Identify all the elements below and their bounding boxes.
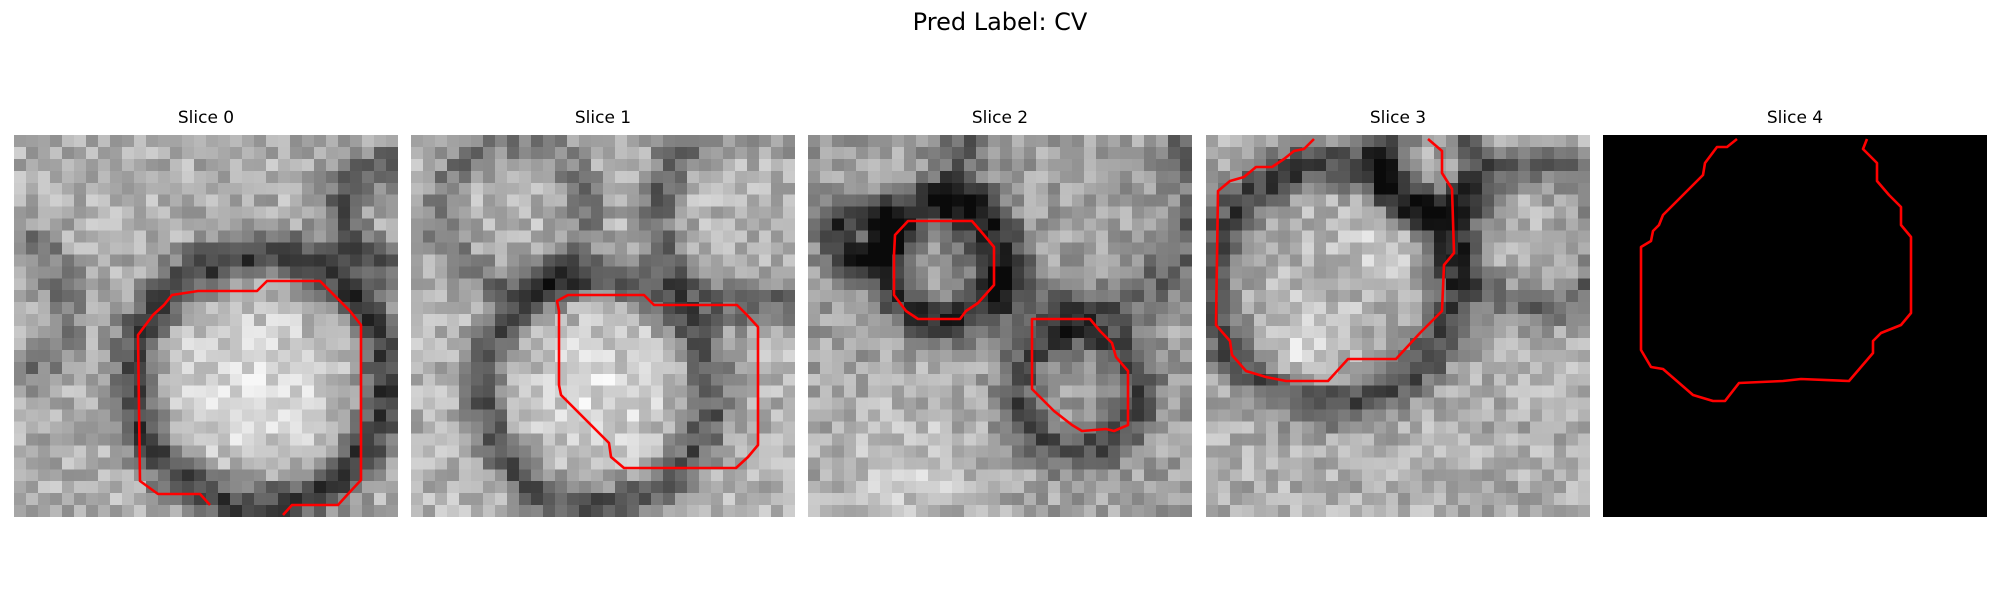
- slice-1-contour-overlay: [555, 293, 760, 470]
- slice-3-title: Slice 3: [1369, 108, 1427, 128]
- slice-4-title: Slice 4: [1766, 108, 1824, 128]
- slice-0-image: [14, 135, 398, 517]
- slice-4-contour-overlay: [1639, 137, 1913, 403]
- slice-3-image: [1206, 135, 1590, 517]
- slice-2-contour-a: [892, 219, 996, 321]
- slice-1-panel: [411, 135, 795, 517]
- figure-title: Pred Label: CV: [912, 8, 1088, 36]
- slice-4-panel: [1603, 135, 1987, 517]
- slice-2-contour-overlay: [892, 219, 1130, 433]
- slice-0-contour-overlay: [136, 279, 363, 516]
- slice-3-contour-overlay: [1214, 138, 1456, 383]
- slice-2-image: [808, 135, 1192, 517]
- slice-2-panel: [808, 135, 1192, 517]
- slice-2-title: Slice 2: [971, 108, 1029, 128]
- slice-1-image: [411, 135, 795, 517]
- slice-0-contour: [136, 279, 363, 516]
- slice-3-contour: [1214, 138, 1456, 383]
- slice-0-title: Slice 0: [177, 108, 235, 128]
- slice-2-contour-b: [1030, 317, 1130, 433]
- slice-0-panel: [14, 135, 398, 517]
- slice-4-contour: [1639, 137, 1913, 403]
- slice-1-contour: [555, 293, 760, 470]
- slice-1-title: Slice 1: [574, 108, 632, 128]
- slice-3-panel: [1206, 135, 1590, 517]
